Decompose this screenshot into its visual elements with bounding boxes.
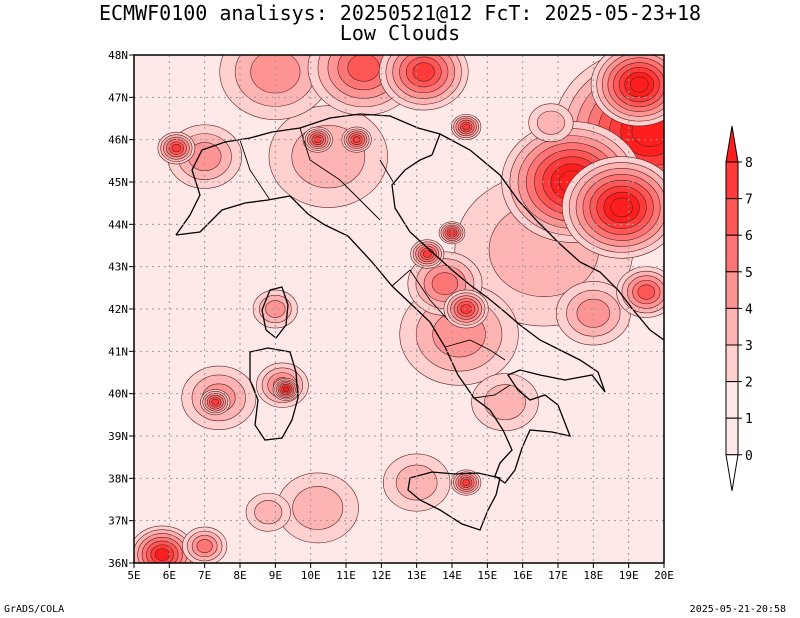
x-tick-label: 5E (127, 569, 140, 582)
cloud-contour-31-8 (610, 197, 633, 218)
footer-credit: GrADS/COLA (4, 604, 65, 615)
colorbar-label: 5 (745, 266, 753, 281)
colorbar-segment (725, 417, 739, 456)
cloud-contour-21-2 (292, 486, 344, 530)
region-border-1 (239, 139, 271, 201)
y-tick-label: 38N (108, 472, 128, 485)
colorbar: 0 1 2 3 4 5 6 7 8 (725, 125, 753, 491)
colorbar-top-arrow (725, 125, 739, 163)
colorbar-segment (725, 161, 739, 200)
footer-timestamp: 2025-05-21-20:58 (689, 604, 786, 615)
region-border-5 (444, 339, 506, 361)
italy-coastline (175, 154, 606, 484)
x-tick-label: 16E (513, 569, 533, 582)
cloud-contour-17-6 (211, 398, 220, 406)
colorbar-segment (725, 234, 739, 273)
x-tick-label: 18E (583, 569, 603, 582)
x-tick-label: 11E (336, 569, 356, 582)
cloud-contour-7-2 (484, 384, 526, 421)
sicily-coastline (407, 471, 501, 531)
region-border-6 (473, 384, 511, 399)
cloud-contour-12-6 (171, 143, 182, 153)
region-border-3 (379, 159, 396, 186)
cloud-contour-32-8 (629, 76, 649, 93)
x-axis: 5E 6E 7E 8E 9E 10E 11E 12E 13E 14E 15E 16E 17E 18E 19E… (127, 563, 674, 582)
y-tick-label: 48N (108, 49, 128, 62)
balkan-coastline (439, 133, 664, 341)
colorbar-label: 4 (745, 302, 753, 317)
x-tick-label: 7E (198, 569, 211, 582)
x-tick-label: 14E (442, 569, 462, 582)
colorbar-label: 6 (745, 229, 753, 244)
x-tick-label: 8E (233, 569, 246, 582)
colorbar-label: 1 (745, 412, 753, 427)
colorbar-label: 2 (745, 376, 753, 391)
cloud-contour-15-6 (412, 62, 435, 82)
colorbar-segment (725, 307, 739, 346)
corsica-coastline (261, 286, 289, 339)
colorbar-label: 3 (745, 339, 753, 354)
colorbar-segment (725, 381, 739, 419)
colorbar-segment (725, 344, 739, 383)
cloud-contour-4-6 (422, 250, 432, 258)
colorbar-bottom-arrow (725, 454, 739, 491)
y-tick-label: 40N (108, 388, 128, 401)
sardinia-coastline (249, 347, 299, 441)
x-tick-label: 10E (301, 569, 321, 582)
y-tick-label: 44N (108, 218, 128, 231)
y-tick-label: 39N (108, 430, 128, 443)
cloud-contour-6-6 (462, 479, 471, 486)
y-tick-label: 37N (108, 515, 128, 528)
y-tick-label: 42N (108, 303, 128, 316)
cloud-contour-22-7 (154, 548, 170, 561)
x-tick-label: 13E (407, 569, 427, 582)
colorbar-label: 7 (745, 193, 753, 208)
map-chart: 5E 6E 7E 8E 9E 10E 11E 12E 13E 14E 15E 16E 17E 18E 19E… (108, 49, 753, 582)
y-axis: 48N 47N 46N 45N 44N 43N 42N 41N 40N 39N 38N 37N 36N (108, 49, 134, 570)
x-tick-label: 12E (371, 569, 391, 582)
y-tick-label: 45N (108, 176, 128, 189)
x-tick-label: 20E (654, 569, 674, 582)
y-tick-label: 46N (108, 134, 128, 147)
cloud-contour-33-2 (536, 110, 565, 135)
y-tick-label: 36N (108, 557, 128, 570)
colorbar-segment (725, 271, 739, 309)
x-tick-label: 9E (269, 569, 282, 582)
alpine-border (175, 113, 441, 236)
chart-subtitle: Low Clouds (339, 21, 461, 45)
cloud-contour-2-4 (431, 272, 459, 295)
y-tick-label: 41N (108, 345, 128, 358)
x-tick-label: 15E (477, 569, 497, 582)
region-border-4 (391, 269, 449, 321)
colorbar-segment (725, 198, 739, 236)
cloud-contour-28-2 (254, 500, 283, 525)
cloud-contour-26-5 (637, 284, 656, 300)
grid (134, 55, 664, 563)
x-tick-label: 6E (163, 569, 176, 582)
y-tick-label: 43N (108, 261, 128, 274)
cloud-contour-3-6 (460, 304, 472, 314)
cloud-contour-19-7 (282, 386, 289, 393)
colorbar-label: 8 (745, 156, 753, 171)
cloud-contour-24-6 (462, 123, 471, 131)
x-tick-label: 17E (548, 569, 568, 582)
y-tick-label: 47N (108, 91, 128, 104)
cloud-contour-23-4 (196, 539, 213, 554)
cloud-field (134, 55, 664, 563)
region-border-2 (299, 127, 381, 221)
x-tick-label: 19E (619, 569, 639, 582)
colorbar-label: 0 (745, 449, 753, 464)
coastlines (175, 113, 664, 531)
chart-title: ECMWF0100 analisys: 20250521@12 FcT: 202… (98, 1, 702, 25)
cloud-contour-14-5 (347, 55, 380, 82)
